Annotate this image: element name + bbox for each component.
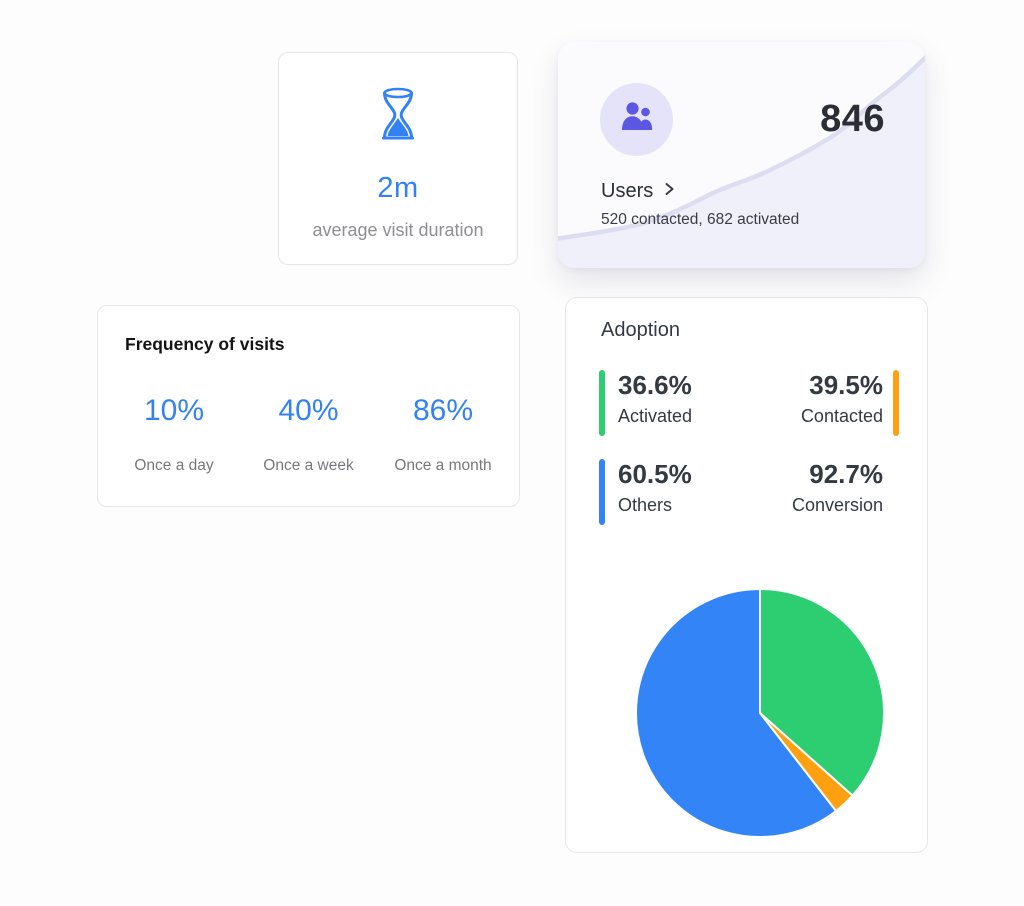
users-title: Users: [601, 180, 654, 202]
stat-bar-contacted: [893, 370, 899, 436]
users-icon: [619, 100, 655, 139]
stat-label: Contacted: [800, 406, 883, 426]
frequency-items: 10% Once a day 40% Once a week 86% Once …: [98, 394, 519, 475]
stat-value: 39.5%: [809, 370, 883, 400]
frequency-card-title: Frequency of visits: [125, 334, 285, 354]
stat-label: Others: [618, 495, 673, 515]
frequency-label: Once a day: [134, 457, 214, 474]
frequency-value: 10%: [143, 394, 205, 427]
chevron-right-icon[interactable]: [664, 181, 675, 202]
users-card[interactable]: 846 Users 520 contacted, 682 activated: [558, 42, 925, 268]
visit-duration-card: 2m average visit duration: [278, 52, 518, 265]
stat-conversion: 92.7% Conversion: [792, 459, 883, 525]
pie-slice-others: [635, 588, 837, 838]
adoption-stats-row-2: 60.5% Others 92.7% Conversion: [599, 459, 899, 525]
users-avatar: [600, 83, 673, 156]
frequency-label: Once a month: [394, 457, 492, 474]
stat-contacted: 39.5% Contacted: [801, 370, 899, 436]
users-count: 846: [820, 98, 885, 140]
stat-label: Activated: [618, 406, 693, 426]
users-sparkline-fill: [558, 57, 925, 268]
users-sparkline-line: [558, 54, 925, 241]
stat-bar-activated: [599, 370, 605, 436]
users-link[interactable]: Users: [601, 180, 675, 203]
frequency-item-daily: 10% Once a day: [124, 394, 224, 475]
stat-others: 60.5% Others: [599, 459, 692, 525]
stat-value: 92.7%: [809, 459, 883, 489]
stat-value: 60.5%: [618, 459, 692, 489]
hourglass-icon: [378, 87, 418, 148]
stat-bar-others: [599, 459, 605, 525]
stat-label: Conversion: [791, 495, 883, 515]
adoption-pie: [635, 588, 885, 838]
frequency-value: 86%: [412, 394, 474, 427]
frequency-item-monthly: 86% Once a month: [393, 394, 493, 475]
frequency-of-visits-card: Frequency of visits 10% Once a day 40% O…: [97, 305, 520, 507]
users-card-content: 846 Users 520 contacted, 682 activated: [558, 42, 925, 268]
adoption-card: Adoption 36.6% Activated 39.5% Contacted…: [565, 297, 928, 853]
visit-duration-value: 2m: [377, 172, 419, 204]
users-subtitle: 520 contacted, 682 activated: [601, 211, 800, 228]
frequency-label: Once a week: [263, 457, 354, 474]
stat-value: 36.6%: [618, 370, 692, 400]
stat-activated: 36.6% Activated: [599, 370, 692, 436]
adoption-stats-row-1: 36.6% Activated 39.5% Contacted: [599, 370, 899, 436]
pie-slice-activated: [759, 588, 885, 797]
visit-duration-label: average visit duration: [312, 220, 484, 240]
users-sparkline-chart: [558, 54, 925, 268]
frequency-item-weekly: 40% Once a week: [259, 394, 359, 475]
frequency-value: 40%: [278, 394, 339, 427]
adoption-card-title: Adoption: [601, 319, 680, 341]
